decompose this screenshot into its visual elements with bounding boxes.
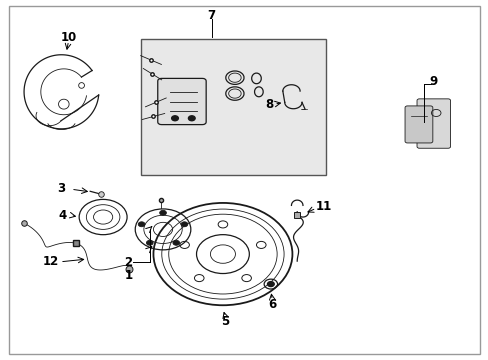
Text: 8: 8 [265, 98, 273, 111]
Circle shape [181, 222, 187, 227]
Circle shape [138, 222, 144, 227]
Text: 10: 10 [61, 31, 77, 44]
FancyBboxPatch shape [158, 78, 206, 125]
Circle shape [188, 116, 195, 121]
Bar [141, 39, 325, 175]
Text: 6: 6 [267, 298, 276, 311]
Circle shape [171, 116, 178, 121]
Circle shape [173, 240, 179, 245]
Circle shape [160, 210, 166, 215]
FancyBboxPatch shape [404, 106, 432, 143]
FancyBboxPatch shape [416, 99, 449, 148]
Text: 2: 2 [124, 256, 132, 269]
Text: 1: 1 [124, 269, 132, 282]
Circle shape [267, 282, 274, 287]
Text: 3: 3 [57, 182, 65, 195]
Text: 12: 12 [42, 255, 59, 267]
Circle shape [146, 240, 153, 245]
Text: 11: 11 [315, 200, 331, 213]
Text: 4: 4 [58, 209, 66, 222]
Text: 9: 9 [429, 75, 437, 88]
Text: 7: 7 [207, 9, 215, 22]
Text: 5: 5 [221, 315, 229, 328]
